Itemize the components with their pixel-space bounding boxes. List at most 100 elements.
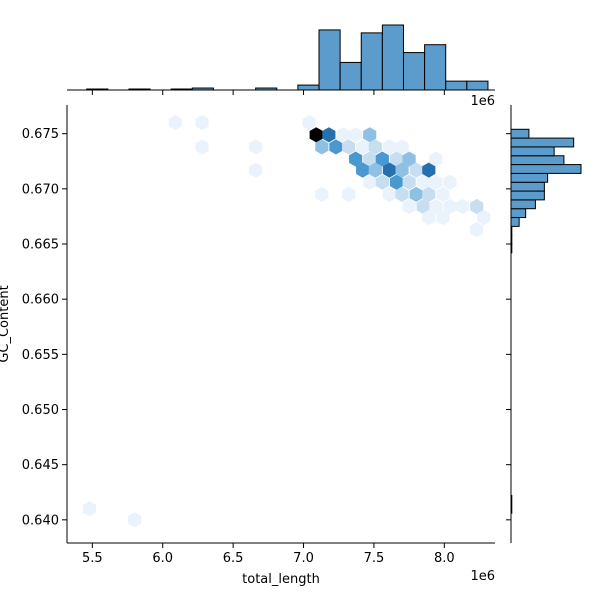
- hexbin-cell: [443, 174, 457, 190]
- top-offset-label: 1e6: [470, 94, 495, 109]
- right-hist-bar: [510, 172, 549, 183]
- hexbin-cell: [389, 174, 404, 190]
- top-hist-bar: [297, 84, 320, 91]
- hexbin-cell: [436, 209, 450, 226]
- y-axis-ticks: 0.640 0.645 0.650 0.655 0.660 0.665 0.670 0.675: [22, 127, 67, 528]
- hexbin-cell: [443, 198, 457, 215]
- top-hist-bar: [424, 44, 447, 91]
- hexbin-cell: [342, 139, 356, 155]
- top-histogram-bars: [86, 24, 489, 91]
- hexbin-cell: [363, 151, 377, 167]
- hexbin-cell: [128, 512, 142, 528]
- right-hist-bar: [510, 199, 536, 210]
- hexbin-cell: [395, 162, 409, 178]
- hexbin-cell: [368, 162, 382, 178]
- x-axis-label: total_length: [242, 572, 320, 587]
- x-tick-label: 8.0: [434, 551, 455, 566]
- right-hist-bar: [510, 181, 545, 192]
- right-hist-bar: [510, 137, 575, 148]
- hexbin-cell: [382, 139, 396, 155]
- right-histogram-bars: [510, 128, 582, 514]
- x-tick-label: 7.5: [364, 551, 385, 566]
- hexbin-cell: [322, 127, 336, 143]
- hexbin-cell: [168, 115, 182, 131]
- x-tick-label: 5.5: [82, 551, 103, 566]
- hexbin-cell: [429, 151, 443, 167]
- right-hist-bar: [510, 217, 520, 227]
- y-tick-label: 0.675: [22, 127, 59, 142]
- hexbin-cell: [436, 186, 450, 202]
- hexbin-cell: [375, 151, 389, 167]
- hexbin-cell: [356, 139, 370, 155]
- hexbin-cell: [382, 162, 396, 178]
- hexbin-cell: [422, 209, 436, 226]
- top-marginal-ticks: [91, 90, 445, 95]
- right-hist-bar: [510, 155, 565, 166]
- top-hist-bar: [466, 80, 489, 91]
- y-axis-label: GC_Content: [0, 285, 12, 362]
- hexbin-cell: [409, 162, 423, 178]
- hexbin-cell: [363, 174, 377, 190]
- hexbin-cell: [82, 501, 97, 517]
- hexbin-cell: [195, 139, 209, 155]
- hexbin-cell: [477, 209, 491, 226]
- hexbin-layer: [82, 115, 491, 528]
- y-tick-label: 0.650: [22, 403, 59, 418]
- hexbin-cell: [416, 198, 430, 215]
- hexbin-cell: [349, 127, 363, 143]
- hexbin-cell: [375, 174, 389, 190]
- hexbin-cell: [395, 186, 409, 202]
- hexbin-cell: [429, 198, 443, 215]
- hexbin-cell: [356, 162, 370, 178]
- hexbin-cell: [363, 127, 377, 143]
- right-marginal-axes: [506, 105, 582, 543]
- x-tick-label: 7.0: [293, 551, 314, 566]
- y-tick-label: 0.660: [22, 293, 59, 308]
- hexbin-cell: [470, 198, 484, 215]
- top-hist-bar: [445, 80, 468, 91]
- joint-axes: 5.5 6.0 6.5 7.0 7.5 8.0 0.6400.6450.6500.6550…: [0, 105, 495, 587]
- hexbin-cell: [329, 139, 343, 155]
- hexbin-cell: [402, 174, 416, 190]
- hexbin-cell: [389, 151, 404, 167]
- y-tick-label: 0.665: [22, 238, 59, 253]
- hexbin-cell: [402, 198, 416, 215]
- hexbin-cell: [456, 198, 470, 215]
- top-hist-bar: [402, 52, 426, 91]
- x-tick-label: 6.5: [223, 551, 244, 566]
- hexbin-cell: [342, 186, 356, 202]
- hexbin-cell: [395, 139, 409, 155]
- right-hist-bar: [510, 146, 555, 157]
- hexbin-cell: [409, 186, 423, 202]
- right-hist-bar: [510, 164, 582, 174]
- y-tick-label: 0.670: [22, 182, 59, 197]
- right-marginal-ticks: [506, 133, 511, 521]
- hexbin-cell: [249, 139, 263, 155]
- right-hist-bar: [510, 208, 527, 219]
- hexbin-cell: [315, 186, 329, 202]
- right-hist-bar: [510, 190, 545, 201]
- top-hist-bar: [360, 32, 383, 91]
- hexbin-cell: [402, 151, 416, 167]
- hexbin-cell: [249, 162, 263, 178]
- hexbin-cell: [416, 174, 430, 190]
- right-hist-bar: [510, 128, 530, 139]
- hexbin-cell: [382, 186, 396, 202]
- hexbin-cell: [309, 127, 323, 143]
- top-marginal-axes: 1e6: [67, 24, 495, 109]
- x-tick-label: 6.0: [152, 551, 173, 566]
- hexbin-cell: [429, 174, 443, 190]
- hexbin-cell: [315, 139, 329, 155]
- hexbin-cell: [368, 139, 382, 155]
- top-hist-bar: [381, 24, 404, 91]
- x-offset-label: 1e6: [470, 569, 495, 584]
- hexbin-cell: [422, 186, 436, 202]
- hexbin-cell: [349, 151, 363, 167]
- hexbin-cell: [422, 162, 436, 178]
- top-hist-bar: [339, 61, 362, 91]
- x-axis-ticks: 5.5 6.0 6.5 7.0 7.5 8.0: [82, 543, 455, 566]
- y-tick-label: 0.645: [22, 458, 59, 473]
- y-tick-label: 0.655: [22, 348, 59, 363]
- y-tick-label: 0.640: [22, 513, 59, 528]
